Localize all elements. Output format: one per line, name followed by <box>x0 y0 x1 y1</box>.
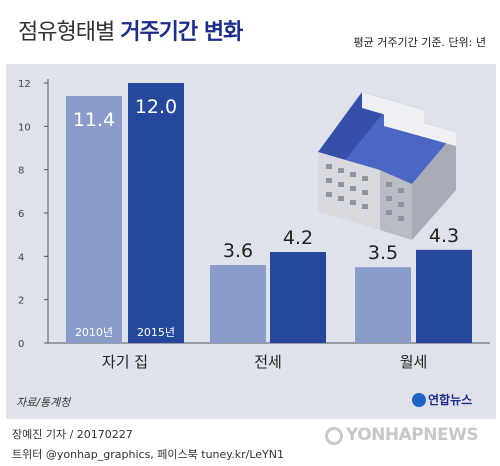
bar-0-1 <box>128 83 184 343</box>
watermark: YONHAPNEWS <box>325 425 479 445</box>
title-light: 점유형태별 <box>18 20 115 45</box>
value-label: 12.0 <box>135 96 177 118</box>
y-tick-label: 4 <box>18 252 24 263</box>
y-tick-label: 10 <box>18 122 31 133</box>
yonhap-logo: 연합뉴스 <box>412 391 472 408</box>
category-label: 전세 <box>254 353 282 371</box>
page-title: 점유형태별 거주기간 변화 <box>18 14 243 46</box>
bar-0-0 <box>66 96 122 343</box>
y-tick-label: 8 <box>18 166 24 177</box>
legend-label: 2015년 <box>137 326 175 339</box>
unit-note: 평균 거주기간 기준. 단위: 년 <box>353 36 486 49</box>
value-label: 4.2 <box>283 227 313 249</box>
building-illustration-icon <box>318 92 456 240</box>
y-tick-label: 0 <box>18 339 24 350</box>
bar-1-0 <box>210 265 266 343</box>
value-label: 3.6 <box>223 240 253 262</box>
credit-line-1: 장예진 기자 / 20170227 <box>12 428 133 441</box>
y-tick-label: 2 <box>18 296 24 307</box>
y-tick-label: 6 <box>18 209 24 220</box>
source-note: 자료/통계청 <box>16 396 71 409</box>
bar-2-0 <box>355 267 411 343</box>
watermark-text: YONHAPNEWS <box>346 425 479 445</box>
bar-2-1 <box>416 249 472 343</box>
logo-text: 연합뉴스 <box>428 393 473 407</box>
category-label: 자기 집 <box>102 353 148 371</box>
value-label: 3.5 <box>368 242 398 264</box>
legend-label: 2010년 <box>75 326 113 339</box>
value-label: 11.4 <box>73 109 115 131</box>
value-label: 4.3 <box>429 225 459 247</box>
watermark-logo-icon <box>325 427 343 445</box>
bar-group <box>66 83 472 343</box>
y-tick-label: 12 <box>18 79 31 90</box>
bar-1-1 <box>270 252 326 343</box>
category-label: 월세 <box>400 353 428 371</box>
yonhap-logo-icon <box>412 393 426 407</box>
credit-line-2: 트위터 @yonhap_graphics, 페이스북 tuney.kr/LeYN… <box>12 448 284 461</box>
title-bold: 거주기간 변화 <box>120 20 243 45</box>
